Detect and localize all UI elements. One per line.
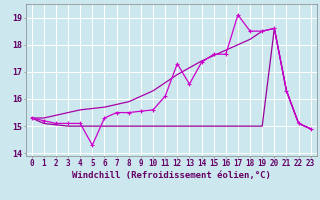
X-axis label: Windchill (Refroidissement éolien,°C): Windchill (Refroidissement éolien,°C): [72, 171, 271, 180]
